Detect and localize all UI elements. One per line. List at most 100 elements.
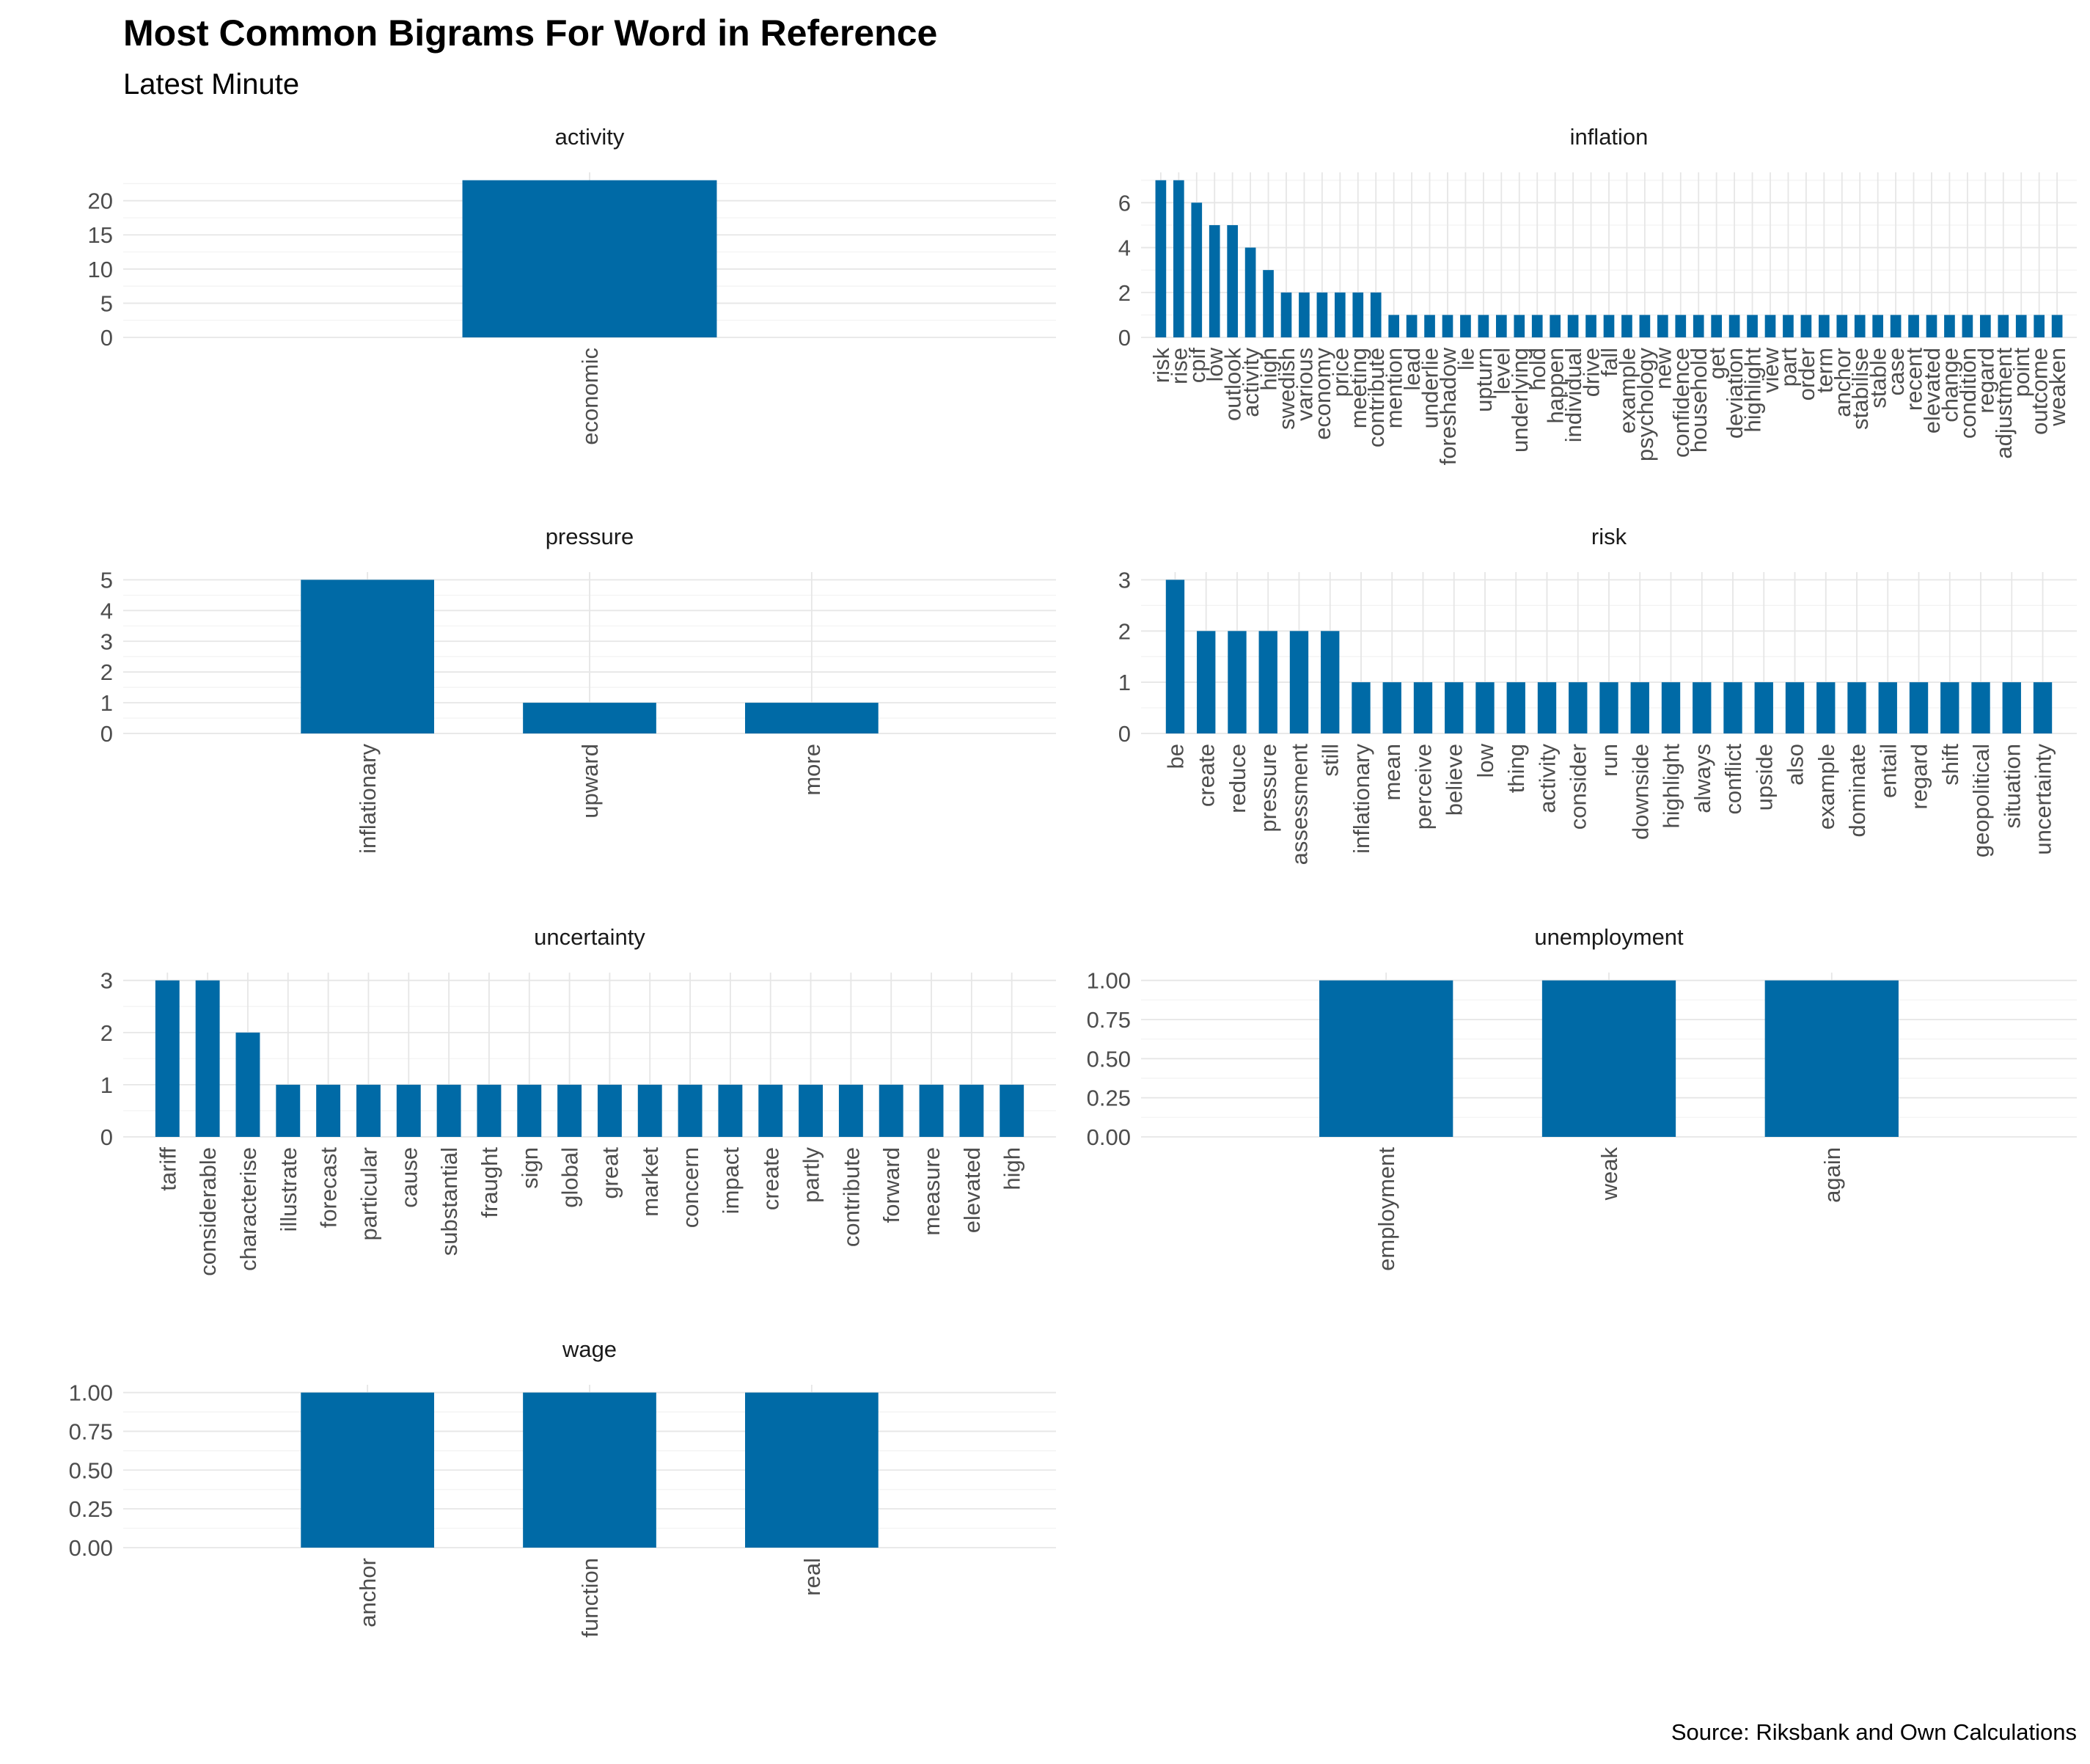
facet-inflation-bar-underlying <box>1514 315 1525 337</box>
facet-risk-bar-activity <box>1537 682 1557 733</box>
facet-risk-x-tick-label: low <box>1473 743 1498 777</box>
facet-inflation-bar-low <box>1209 224 1220 337</box>
facet-risk-x-tick-label: downside <box>1627 744 1653 840</box>
facet-wage-bar-real <box>745 1392 879 1548</box>
facet-risk-x-tick-label: regard <box>1907 744 1932 810</box>
facet-risk-x-tick-label: still <box>1318 744 1343 777</box>
facet-inflation-bar-stabilise <box>1854 315 1866 337</box>
facet-inflation-bar-get <box>1711 315 1722 337</box>
facet-uncertainty-bar-illustrate <box>276 1084 301 1137</box>
facet-uncertainty-y-tick-label: 1 <box>100 1072 113 1098</box>
facet-inflation-x-tick-label: fall <box>1596 348 1622 377</box>
facet-risk-x-tick-label: run <box>1596 744 1622 777</box>
facet-inflation-strip-label: inflation <box>1570 124 1649 150</box>
facet-inflation-x-tick-label: example <box>1614 348 1640 433</box>
facet-inflation-bar-order <box>1800 315 1812 337</box>
facet-uncertainty-y-tick-label: 2 <box>100 1020 113 1046</box>
facet-uncertainty-x-tick-label: create <box>758 1147 784 1210</box>
facet-risk-bar-upside <box>1754 682 1773 733</box>
facet-inflation-x-tick-label: outcome <box>2027 348 2053 435</box>
facet-inflation-x-tick-label: lie <box>1453 348 1478 370</box>
facet-inflation-bar-outlook <box>1227 224 1238 337</box>
facet-inflation-bar-example <box>1621 315 1632 337</box>
facet-uncertainty-x-tick-label: forward <box>879 1147 904 1223</box>
facet-wage-x-tick-label: real <box>799 1558 825 1596</box>
facet-inflation-x-tick-label: level <box>1489 348 1514 395</box>
facet-panels: activity05101520economicinflation0246ris… <box>69 124 2077 1638</box>
facet-pressure: pressure 0 1 2 3 4 5 inflationary upward more <box>100 524 1056 854</box>
facet-unemployment-bar-again <box>1764 980 1899 1137</box>
facet-risk-x-tick-label: thing <box>1503 744 1529 793</box>
facet-uncertainty-x-tick-label: market <box>637 1147 663 1217</box>
facet-risk-x-tick-label: geopolitical <box>1968 744 1994 857</box>
facet-inflation-bar-various <box>1299 292 1310 337</box>
facet-uncertainty-x-tick-label: high <box>1000 1147 1025 1190</box>
facet-risk-bar-mean <box>1382 682 1401 733</box>
facet-risk-bar-geopolitical <box>1971 682 1990 733</box>
facet-unemployment-strip-label: unemployment <box>1534 924 1684 950</box>
facet-inflation-bar-contribute <box>1370 292 1382 337</box>
facet-uncertainty-bar-sign <box>517 1084 542 1137</box>
facet-unemployment-bar-weak <box>1541 980 1676 1137</box>
facet-uncertainty-bar-impact <box>718 1084 743 1137</box>
facet-risk-bar-example <box>1816 682 1836 733</box>
facet-risk-x-tick-label: also <box>1783 744 1808 786</box>
facet-risk-y-tick-label: 1 <box>1118 670 1131 695</box>
facet-inflation-x-tick-label: meeting <box>1346 348 1371 428</box>
facet-pressure-y-tick-label: 2 <box>100 659 113 685</box>
facet-inflation-x-tick-label: risk <box>1148 348 1174 384</box>
facet-wage-strip-label: wage <box>562 1336 617 1362</box>
facet-wage-y-tick-label: 0.50 <box>69 1457 113 1483</box>
facet-uncertainty-x-tick-label: forecast <box>316 1147 342 1229</box>
facet-inflation-bar-upturn <box>1478 315 1489 337</box>
facet-inflation-x-tick-label: elevated <box>1919 348 1945 433</box>
facet-inflation-x-tick-label: outlook <box>1220 348 1246 421</box>
facet-inflation-x-tick-label: part <box>1775 348 1801 387</box>
facet-inflation-bar-mention <box>1388 315 1399 337</box>
facet-risk-x-tick-label: dominate <box>1844 744 1870 838</box>
facet-risk-x-tick-label: upside <box>1751 744 1777 810</box>
facet-pressure-strip-label: pressure <box>546 524 634 549</box>
facet-inflation-bar-underlie <box>1424 315 1435 337</box>
facet-uncertainty-x-tick-label: great <box>597 1147 623 1199</box>
facet-inflation-bar-view <box>1764 315 1776 337</box>
facet-uncertainty-x-tick-label: cause <box>396 1147 422 1208</box>
facet-inflation-x-tick-label: view <box>1758 347 1783 393</box>
facet-inflation-bar-point <box>2015 315 2027 337</box>
facet-inflation-x-tick-label: order <box>1794 348 1819 400</box>
facet-inflation-x-tick-label: swedish <box>1274 348 1299 430</box>
facet-risk-x-tick-label: pressure <box>1255 744 1281 832</box>
facet-uncertainty-x-tick-label: particular <box>356 1147 381 1241</box>
facet-inflation-bar-risk <box>1155 180 1167 337</box>
facet-risk-bar-downside <box>1630 682 1649 733</box>
facet-inflation-bar-lead <box>1406 315 1418 337</box>
facet-inflation-bar-deviation <box>1728 315 1740 337</box>
facet-pressure-y-tick-label: 3 <box>100 629 113 654</box>
facet-wage: wage 0.00 0.25 0.50 0.75 1.00 anchor function re… <box>69 1336 1056 1638</box>
facet-inflation-bar-household <box>1693 315 1704 337</box>
facet-risk-bar-shift <box>1940 682 1959 733</box>
facet-inflation-bar-drive <box>1585 315 1596 337</box>
facet-uncertainty-bar-characterise <box>235 1032 260 1137</box>
facet-uncertainty: uncertainty 0 1 2 3 tariff considerable charact… <box>100 924 1056 1276</box>
facet-risk-bar-low <box>1475 682 1495 733</box>
facet-uncertainty-bar-global <box>557 1084 582 1137</box>
facet-inflation-x-tick-label: recent <box>1902 348 1927 411</box>
facet-unemployment-y-tick-label: 0.75 <box>1087 1007 1131 1033</box>
facet-risk-bar-regard <box>1909 682 1929 733</box>
facet-pressure-y-tick-label: 1 <box>100 690 113 716</box>
facet-inflation-y-tick-label: 6 <box>1118 190 1131 216</box>
facet-inflation-x-tick-label: household <box>1686 348 1712 453</box>
facet-risk-x-tick-label: entail <box>1875 744 1901 798</box>
facet-pressure-bar-more <box>745 703 879 733</box>
facet-inflation-bar-regard <box>1980 315 1991 337</box>
facet-inflation-x-tick-label: get <box>1704 348 1730 379</box>
facet-risk-x-tick-label: create <box>1194 744 1220 807</box>
facet-activity: activity 0 5 10 15 20 economic <box>88 124 1056 445</box>
facet-pressure-x-tick-label: inflationary <box>355 744 381 854</box>
chart-subtitle: Latest Minute <box>123 68 299 100</box>
facet-inflation-x-tick-label: upturn <box>1471 348 1497 412</box>
facet-inflation-x-tick-label: weaken <box>2045 348 2070 427</box>
facet-inflation-bar-adjustment <box>1998 315 2009 337</box>
facet-risk-bar-be <box>1165 579 1185 733</box>
